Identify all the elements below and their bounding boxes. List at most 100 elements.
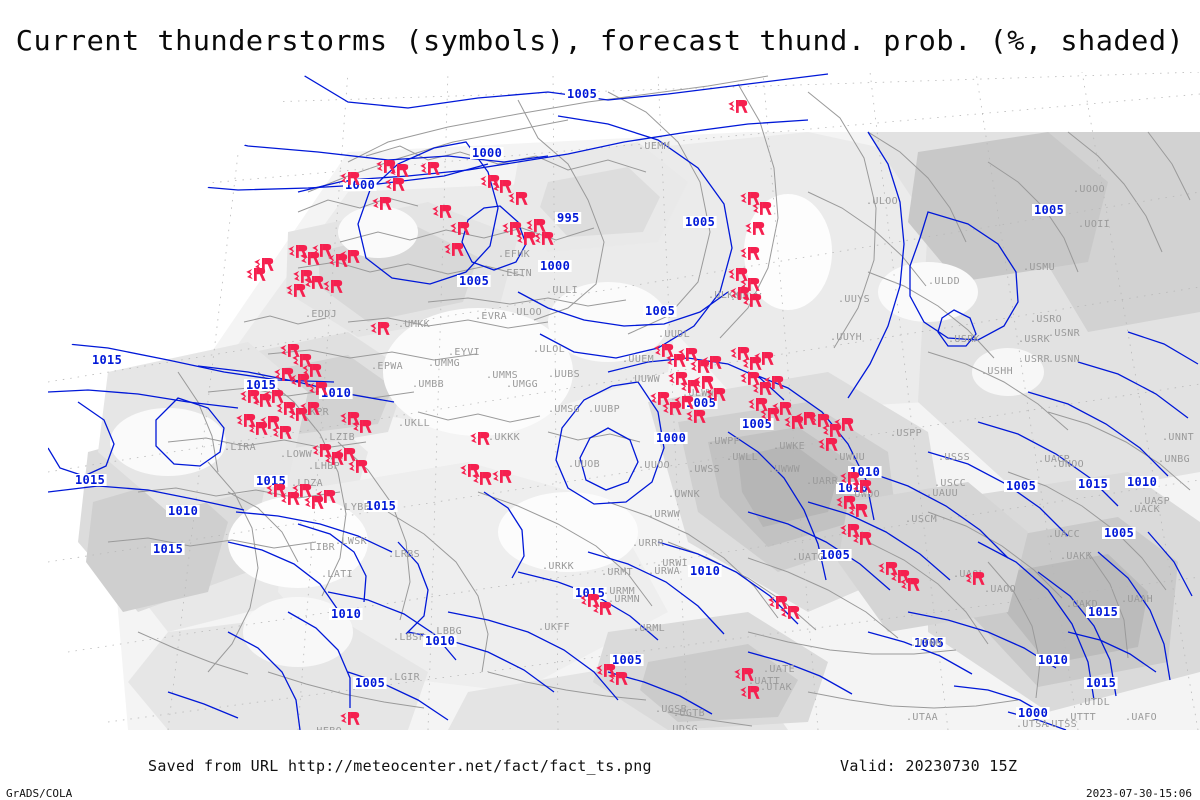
thunderstorm-symbol[interactable] xyxy=(308,382,328,395)
thunderstorm-symbol[interactable] xyxy=(340,250,360,263)
thunderstorm-symbol[interactable] xyxy=(900,578,920,591)
thunderstorm-symbol[interactable] xyxy=(780,606,800,619)
thunderstorm-symbol[interactable] xyxy=(836,496,856,509)
thunderstorm-symbol[interactable] xyxy=(748,398,768,411)
thunderstorm-symbol[interactable] xyxy=(580,594,600,607)
thunderstorm-symbol[interactable] xyxy=(324,452,344,465)
thunderstorm-symbol[interactable] xyxy=(328,254,348,267)
thunderstorm-symbol[interactable] xyxy=(276,402,296,415)
thunderstorm-symbol[interactable] xyxy=(690,360,710,373)
thunderstorm-symbol[interactable] xyxy=(740,247,760,260)
thunderstorm-symbol[interactable] xyxy=(752,202,772,215)
thunderstorm-symbol[interactable] xyxy=(516,232,536,245)
thunderstorm-symbol[interactable] xyxy=(312,444,332,457)
thunderstorm-symbol[interactable] xyxy=(764,376,784,389)
thunderstorm-symbol[interactable] xyxy=(236,414,256,427)
thunderstorm-symbol[interactable] xyxy=(340,172,360,185)
thunderstorm-symbol[interactable] xyxy=(316,490,336,503)
thunderstorm-symbol[interactable] xyxy=(302,364,322,377)
thunderstorm-symbol[interactable] xyxy=(274,368,294,381)
thunderstorm-symbol[interactable] xyxy=(740,192,760,205)
thunderstorm-symbol[interactable] xyxy=(668,372,688,385)
thunderstorm-symbol[interactable] xyxy=(260,416,280,429)
thunderstorm-symbol[interactable] xyxy=(740,686,760,699)
thunderstorm-symbol[interactable] xyxy=(772,402,792,415)
thunderstorm-symbol[interactable] xyxy=(740,372,760,385)
symbol-lightning-flag xyxy=(328,254,335,262)
thunderstorm-symbol[interactable] xyxy=(728,268,748,281)
thunderstorm-symbol[interactable] xyxy=(460,464,480,477)
thunderstorm-symbol[interactable] xyxy=(680,380,700,393)
thunderstorm-symbol[interactable] xyxy=(852,532,872,545)
thunderstorm-symbol[interactable] xyxy=(890,570,910,583)
thunderstorm-symbol[interactable] xyxy=(352,420,372,433)
thunderstorm-symbol[interactable] xyxy=(280,344,300,357)
thunderstorm-symbol[interactable] xyxy=(492,180,512,193)
thunderstorm-symbol[interactable] xyxy=(730,347,750,360)
thunderstorm-symbol[interactable] xyxy=(596,664,616,677)
thunderstorm-symbol[interactable] xyxy=(372,197,392,210)
thunderstorm-symbol[interactable] xyxy=(678,348,698,361)
thunderstorm-symbol[interactable] xyxy=(840,472,860,485)
thunderstorm-symbol[interactable] xyxy=(254,258,274,271)
thunderstorm-symbol[interactable] xyxy=(728,100,748,113)
thunderstorm-symbol[interactable] xyxy=(370,322,390,335)
thunderstorm-symbol[interactable] xyxy=(740,278,760,291)
thunderstorm-symbol[interactable] xyxy=(694,376,714,389)
thunderstorm-symbol[interactable] xyxy=(348,460,368,473)
thunderstorm-symbol[interactable] xyxy=(290,374,310,387)
thunderstorm-symbol[interactable] xyxy=(492,470,512,483)
thunderstorm-symbol[interactable] xyxy=(508,192,528,205)
thunderstorm-symbol[interactable] xyxy=(852,480,872,493)
thunderstorm-symbol[interactable] xyxy=(293,270,313,283)
thunderstorm-symbol[interactable] xyxy=(264,390,284,403)
thunderstorm-symbol[interactable] xyxy=(742,294,762,307)
thunderstorm-symbol[interactable] xyxy=(706,388,726,401)
thunderstorm-symbol[interactable] xyxy=(300,402,320,415)
thunderstorm-symbol[interactable] xyxy=(336,448,356,461)
thunderstorm-symbol[interactable] xyxy=(965,572,985,585)
thunderstorm-symbol[interactable] xyxy=(734,668,754,681)
thunderstorm-symbol[interactable] xyxy=(592,602,612,615)
thunderstorm-symbol[interactable] xyxy=(650,392,670,405)
thunderstorm-symbol[interactable] xyxy=(444,243,464,256)
thunderstorm-symbol[interactable] xyxy=(292,484,312,497)
thunderstorm-symbol[interactable] xyxy=(818,438,838,451)
thunderstorm-symbol[interactable] xyxy=(834,418,854,431)
thunderstorm-symbol[interactable] xyxy=(810,414,830,427)
thunderstorm-symbol[interactable] xyxy=(502,222,522,235)
thunderstorm-symbol[interactable] xyxy=(304,496,324,509)
thunderstorm-symbol[interactable] xyxy=(472,472,492,485)
thunderstorm-symbol[interactable] xyxy=(248,422,268,435)
thunderstorm-symbol[interactable] xyxy=(323,280,343,293)
thunderstorm-symbol[interactable] xyxy=(450,222,470,235)
thunderstorm-symbol[interactable] xyxy=(754,352,774,365)
thunderstorm-symbol[interactable] xyxy=(340,412,360,425)
thunderstorm-symbol[interactable] xyxy=(470,432,490,445)
thunderstorm-symbol[interactable] xyxy=(534,232,554,245)
thunderstorm-symbols[interactable] xyxy=(236,100,985,725)
thunderstorm-symbol[interactable] xyxy=(312,244,332,257)
thunderstorm-symbol[interactable] xyxy=(288,245,308,258)
thunderstorm-symbol[interactable] xyxy=(745,222,765,235)
thunderstorm-symbol[interactable] xyxy=(608,672,628,685)
thunderstorm-symbol[interactable] xyxy=(385,178,405,191)
thunderstorm-symbol[interactable] xyxy=(674,396,694,409)
thunderstorm-symbol[interactable] xyxy=(768,596,788,609)
thunderstorm-symbol[interactable] xyxy=(878,562,898,575)
thunderstorm-symbol[interactable] xyxy=(654,344,674,357)
thunderstorm-symbol[interactable] xyxy=(389,164,409,177)
thunderstorm-symbol[interactable] xyxy=(304,276,324,289)
thunderstorm-symbol[interactable] xyxy=(840,524,860,537)
thunderstorm-symbol[interactable] xyxy=(686,410,706,423)
thunderstorm-symbol[interactable] xyxy=(340,712,360,725)
thunderstorm-symbol[interactable] xyxy=(784,416,804,429)
thunderstorm-symbol[interactable] xyxy=(272,426,292,439)
thunderstorm-symbol[interactable] xyxy=(432,205,452,218)
thunderstorm-symbol[interactable] xyxy=(420,162,440,175)
map-canvas[interactable]: 1005 1000 1000 995 1000 1005 1005 1005 1005 1015 1… xyxy=(48,72,1200,730)
thunderstorm-symbol[interactable] xyxy=(702,356,722,369)
thunderstorm-symbol[interactable] xyxy=(286,284,306,297)
thunderstorm-symbol[interactable] xyxy=(526,219,546,232)
thunderstorm-symbol[interactable] xyxy=(848,504,868,517)
